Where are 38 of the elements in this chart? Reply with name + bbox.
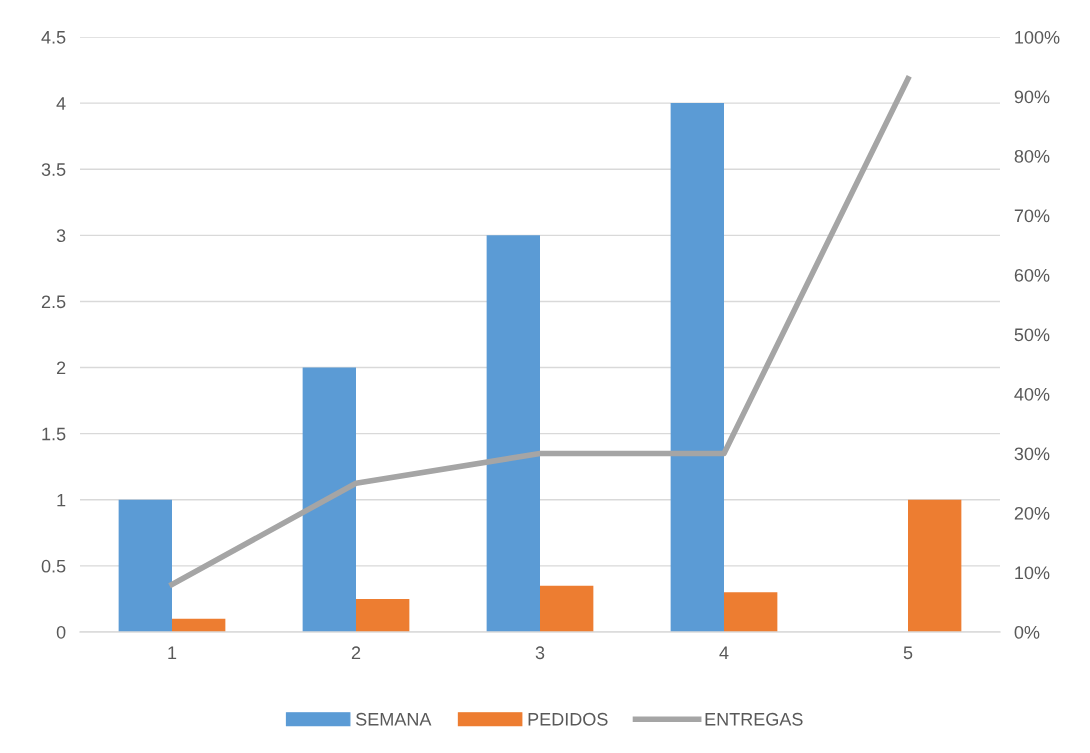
legend-label: SEMANA xyxy=(356,712,432,726)
y-tick-label: 0.5 xyxy=(41,559,66,573)
y-tick-label: 2 xyxy=(56,361,66,375)
y2-tick-label: 0% xyxy=(1014,625,1040,639)
x-tick-label: 1 xyxy=(168,646,177,659)
bar xyxy=(670,103,724,632)
bar xyxy=(908,499,962,632)
bar xyxy=(302,367,356,632)
legend-label: PEDIDOS xyxy=(528,712,608,726)
y2-tick-label: 60% xyxy=(1014,268,1050,282)
y-tick-label: 3 xyxy=(56,229,66,243)
y2-tick-label: 90% xyxy=(1014,90,1050,104)
bar xyxy=(356,598,410,632)
y2-tick-label: 40% xyxy=(1014,387,1050,401)
x-tick-label: 5 xyxy=(903,646,913,660)
y-tick-label: 4 xyxy=(56,97,66,110)
y2-tick-label: 50% xyxy=(1014,328,1050,342)
y2-tick-label: 10% xyxy=(1015,566,1050,580)
y-tick-label: 0 xyxy=(56,625,66,639)
x-tick-label: 3 xyxy=(535,646,545,660)
y2-tick-label: 20% xyxy=(1014,506,1050,520)
bar xyxy=(118,499,172,632)
y-tick-label: 2.5 xyxy=(41,295,66,309)
bar xyxy=(486,235,540,632)
bar xyxy=(172,618,226,632)
y-tick-label: 1.5 xyxy=(42,427,66,441)
y-tick-label: 4.5 xyxy=(41,31,66,44)
y2-tick-label: 70% xyxy=(1014,209,1050,223)
y2-tick-label: 30% xyxy=(1014,447,1050,461)
bar xyxy=(724,592,778,632)
y2-tick-label: 100% xyxy=(1015,30,1060,44)
bar xyxy=(540,585,594,632)
y-tick-label: 1 xyxy=(57,493,66,507)
x-tick-label: 2 xyxy=(351,646,361,659)
x-tick-label: 4 xyxy=(719,646,729,659)
y2-tick-label: 80% xyxy=(1014,149,1050,163)
y-tick-label: 3.5 xyxy=(41,163,66,176)
legend-label: ENTREGAS xyxy=(705,712,803,726)
